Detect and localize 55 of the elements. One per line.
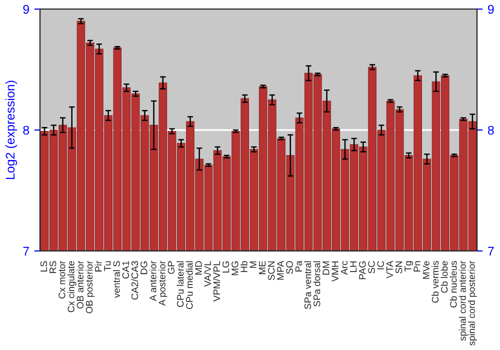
x-tick-label: Hb [240, 261, 248, 272]
x-tick-label: Cb vermis [432, 261, 439, 303]
x-tick-label: CA2/CA3 [131, 261, 138, 300]
x-tick-label: Cx cingulate [67, 261, 76, 312]
x-tick-label: IC [377, 261, 384, 270]
x-tick-label: VMH [332, 261, 338, 282]
x-tick-label: CPu lateral [176, 261, 184, 307]
x-tick-label: SCN [268, 261, 275, 280]
x-tick-label: VTA [386, 260, 393, 278]
x-tick-label: ME [258, 261, 266, 274]
x-tick-label: spinal cord anterior [458, 260, 468, 341]
x-tick-label: Cx motor [58, 260, 66, 298]
x-tick-label: A posterior [158, 260, 168, 306]
y-tick-label: 8 [23, 126, 30, 135]
x-tick-label: Pa [295, 260, 302, 272]
x-tick-label: CA1 [122, 261, 130, 279]
y-tick-label: 7 [23, 246, 29, 256]
y-axis-title: Log2 (expression) [5, 80, 18, 180]
y-tick-label: 9 [23, 4, 29, 14]
x-tick-label: SPa ventral [304, 261, 312, 310]
x-tick-label: DG [140, 261, 148, 274]
x-tick-label: RS [50, 261, 56, 274]
x-tick-label: spinal cord posterior [468, 260, 477, 346]
x-tick-label: LS [40, 261, 48, 272]
x-tick-label: MPA [277, 260, 284, 280]
x-tick-label: GP [168, 261, 175, 274]
x-tick-label: MD [195, 261, 202, 275]
x-tick-label: MVe [422, 261, 430, 279]
x-tick-label: Arc [340, 260, 348, 275]
x-tick-label: SC [368, 261, 375, 274]
x-tick-label: A anterior [149, 260, 156, 302]
x-tick-label: MG [232, 261, 238, 276]
y2-tick-label: 8 [488, 126, 494, 135]
x-tick-label: Pir [94, 260, 102, 272]
x-tick-label: Cb lobe [440, 261, 448, 293]
x-tick-label: PAG [359, 261, 366, 280]
x-tick-label: VPM/VPL [213, 260, 220, 302]
x-tick-label: OB anterior [76, 260, 84, 309]
y2-tick-label: 9 [488, 4, 494, 14]
x-tick-label: Pn [414, 261, 420, 272]
x-tick-label: OB posterior [86, 260, 94, 314]
x-tick-label: ventral S [112, 261, 120, 298]
x-tick-label: Tg [404, 261, 414, 272]
x-tick-label: CPu medial [186, 261, 193, 310]
x-tick-label: LG [222, 261, 230, 272]
x-tick-label: VA/VL [204, 260, 211, 287]
x-tick-label: SPa dorsal [313, 261, 320, 306]
x-tick-label: Cb nucleus [450, 261, 457, 308]
x-tick-label: DM [322, 261, 330, 275]
x-tick-label: SN [395, 261, 402, 274]
x-tick-label: SO [286, 261, 293, 274]
y2-tick-label: 7 [488, 246, 494, 256]
x-tick-label: Tu [104, 261, 111, 272]
x-tick-label: M [250, 261, 256, 268]
x-tick-label: LH [350, 261, 357, 272]
